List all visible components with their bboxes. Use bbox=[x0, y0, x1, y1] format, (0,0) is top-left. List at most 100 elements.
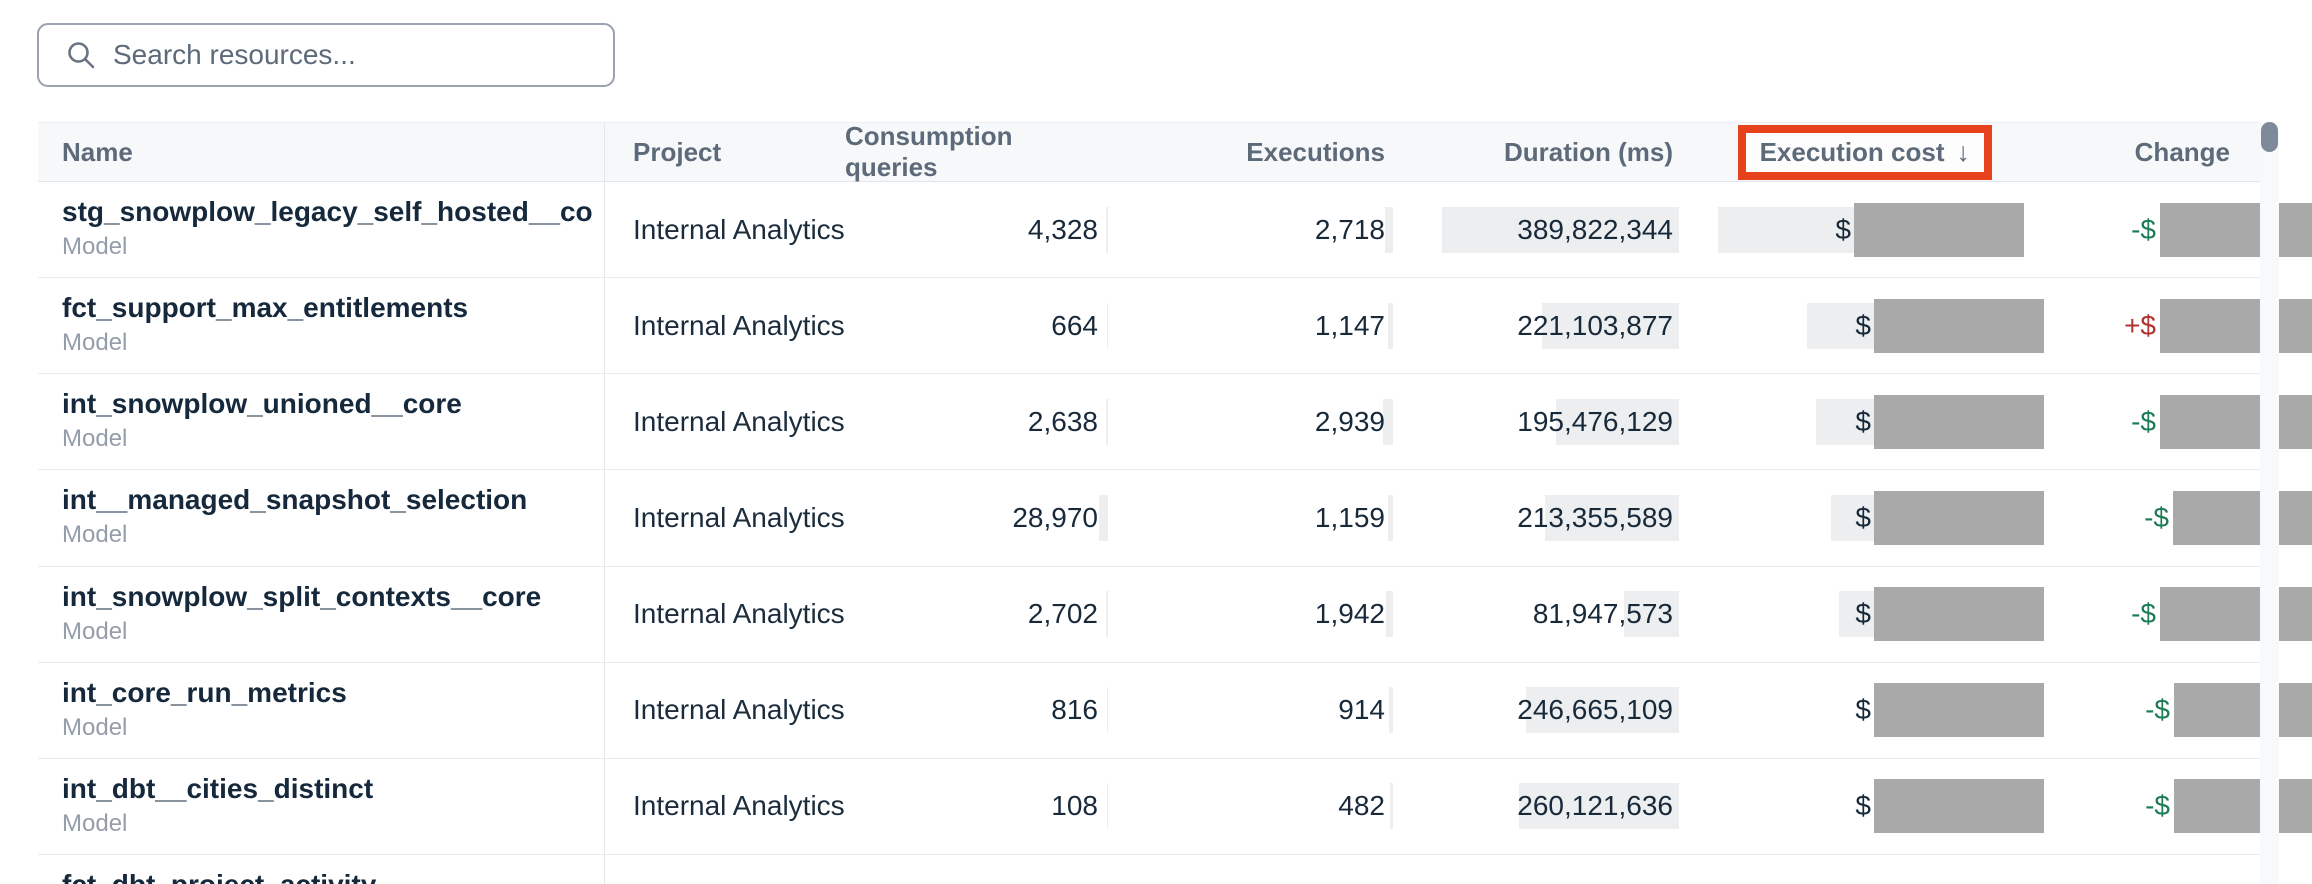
cost-bar: $ bbox=[1807, 302, 1874, 349]
resource-type: Model bbox=[62, 713, 128, 741]
table-row[interactable]: int__managed_snapshot_selection Model In… bbox=[38, 470, 2312, 567]
resource-name[interactable]: int_snowplow_unioned__core bbox=[62, 388, 462, 420]
resource-name[interactable]: stg_snowplow_legacy_self_hosted__cor... bbox=[62, 196, 594, 227]
table-row[interactable]: fct_support_max_entitlements Model Inter… bbox=[38, 278, 2312, 375]
duration-bar bbox=[1624, 591, 1679, 638]
executions-bar bbox=[1389, 687, 1393, 734]
consumption-queries-cell: 4,328 bbox=[845, 182, 1110, 277]
resource-name-cell[interactable]: int_snowplow_split_contexts__core Model bbox=[38, 566, 605, 662]
resource-type: Model bbox=[62, 329, 128, 357]
project-cell bbox=[605, 855, 845, 884]
executions-bar bbox=[1390, 783, 1393, 830]
change-cell: -$ bbox=[2045, 663, 2312, 758]
resource-name-cell[interactable]: int_dbt__cities_distinct Model bbox=[38, 758, 605, 854]
duration-cell: 213,355,589 bbox=[1395, 470, 1685, 565]
execution-cost-cell: $ bbox=[1685, 374, 2045, 469]
cost-bar: $ bbox=[1850, 783, 1874, 829]
executions-cell: 482 bbox=[1110, 759, 1395, 854]
resource-name-cell[interactable]: fct_dbt_project_activity bbox=[38, 854, 605, 884]
redacted-cost-value bbox=[1874, 394, 2044, 449]
redacted-cost-value bbox=[1874, 779, 2044, 834]
change-cell: -$ bbox=[2045, 182, 2312, 277]
executions-cell: 1,159 bbox=[1110, 470, 1395, 565]
change-cell: -$ bbox=[2045, 759, 2312, 854]
execution-cost-cell: $ bbox=[1685, 759, 2045, 854]
search-box[interactable] bbox=[37, 23, 615, 87]
duration-cell bbox=[1395, 855, 1685, 884]
executions-cell: 1,147 bbox=[1110, 278, 1395, 373]
executions-bar bbox=[1388, 494, 1393, 541]
scrollbar-track[interactable] bbox=[2260, 122, 2279, 884]
resource-type: Model bbox=[62, 809, 128, 837]
consumption-queries-cell: 816 bbox=[845, 663, 1110, 758]
consumption-bar bbox=[1107, 687, 1108, 734]
resource-type: Model bbox=[62, 425, 128, 453]
project-cell: Internal Analytics bbox=[633, 598, 845, 630]
redacted-change-value bbox=[2160, 298, 2312, 353]
redacted-cost-value bbox=[1874, 490, 2044, 545]
resource-name-cell[interactable]: int_core_run_metrics Model bbox=[38, 662, 605, 758]
project-cell: Internal Analytics bbox=[633, 790, 845, 822]
resource-name[interactable]: fct_support_max_entitlements bbox=[62, 292, 469, 324]
change-cell bbox=[2045, 855, 2260, 884]
table-row[interactable]: int_snowplow_split_contexts__core Model … bbox=[38, 566, 2312, 663]
consumption-queries-cell: 28,970 bbox=[845, 470, 1110, 565]
consumption-queries-cell: 108 bbox=[845, 759, 1110, 854]
column-header-consumption-queries[interactable]: Consumption queries bbox=[845, 121, 1013, 182]
table-row[interactable]: int_core_run_metrics Model Internal Anal… bbox=[38, 662, 2312, 759]
change-cell: +$ bbox=[2045, 278, 2312, 373]
cost-bar: $ bbox=[1850, 687, 1874, 733]
dollar-prefix: $ bbox=[1855, 405, 1871, 437]
resource-name-cell[interactable]: stg_snowplow_legacy_self_hosted__cor... … bbox=[38, 182, 605, 278]
table-row[interactable]: stg_snowplow_legacy_self_hosted__cor... … bbox=[38, 182, 2312, 279]
executions-bar bbox=[1386, 591, 1393, 638]
redacted-change-value bbox=[2174, 779, 2312, 834]
resource-type: Model bbox=[62, 617, 128, 645]
duration-cell: 221,103,877 bbox=[1395, 278, 1685, 373]
redacted-cost-value bbox=[1854, 202, 2024, 257]
resource-name[interactable]: int__managed_snapshot_selection bbox=[62, 484, 528, 516]
resource-name[interactable]: fct_dbt_project_activity bbox=[62, 869, 594, 884]
column-header-executions[interactable]: Executions bbox=[1246, 136, 1385, 167]
resource-name[interactable]: int_snowplow_split_contexts__core bbox=[62, 580, 542, 612]
table-row[interactable]: int_snowplow_unioned__core Model Interna… bbox=[38, 374, 2312, 471]
resource-name-cell[interactable]: int_snowplow_unioned__core Model bbox=[38, 374, 605, 470]
sort-desc-arrow-icon[interactable]: ↓ bbox=[1956, 136, 1971, 167]
resource-name[interactable]: int_dbt__cities_distinct bbox=[62, 772, 374, 804]
consumption-queries-cell: 2,702 bbox=[845, 567, 1110, 662]
duration-cell: 389,822,344 bbox=[1395, 182, 1685, 277]
resource-name-cell[interactable]: int__managed_snapshot_selection Model bbox=[38, 470, 605, 566]
column-header-execution-cost[interactable]: Execution cost ↓ bbox=[1685, 123, 2045, 181]
dollar-prefix: $ bbox=[1855, 501, 1871, 533]
change-sign: -$ bbox=[2145, 790, 2170, 822]
search-input[interactable] bbox=[113, 39, 593, 71]
redacted-change-value bbox=[2160, 587, 2312, 642]
change-sign: -$ bbox=[2144, 501, 2169, 533]
resource-name[interactable]: int_core_run_metrics bbox=[62, 676, 347, 708]
cost-bar: $ bbox=[1839, 591, 1874, 638]
table-row[interactable]: int_dbt__cities_distinct Model Internal … bbox=[38, 758, 2312, 855]
column-header-change[interactable]: Change bbox=[2134, 136, 2230, 167]
change-sign: -$ bbox=[2145, 694, 2170, 726]
column-header-project[interactable]: Project bbox=[633, 136, 722, 167]
duration-cell: 195,476,129 bbox=[1395, 374, 1685, 469]
resource-type: Model bbox=[62, 521, 128, 549]
resource-name-cell[interactable]: fct_support_max_entitlements Model bbox=[38, 278, 605, 374]
executions-cell: 2,718 bbox=[1110, 182, 1395, 277]
dollar-prefix: $ bbox=[1835, 213, 1851, 245]
executions-bar bbox=[1385, 206, 1393, 253]
dollar-prefix: $ bbox=[1855, 694, 1871, 726]
change-cell: -$ bbox=[2045, 374, 2312, 469]
consumption-bar bbox=[1107, 783, 1108, 830]
column-header-duration[interactable]: Duration (ms) bbox=[1504, 136, 1673, 167]
column-header-execution-cost-label: Execution cost bbox=[1759, 136, 1945, 167]
column-header-name[interactable]: Name bbox=[38, 123, 605, 181]
duration-bar bbox=[1556, 398, 1679, 445]
table-row[interactable]: fct_dbt_project_activity bbox=[38, 854, 2260, 884]
consumption-queries-cell: 664 bbox=[845, 278, 1110, 373]
cost-bar: $ bbox=[1831, 494, 1874, 541]
project-cell: Internal Analytics bbox=[633, 309, 845, 341]
change-cell: -$ bbox=[2045, 567, 2312, 662]
scrollbar-thumb[interactable] bbox=[2261, 122, 2278, 152]
redacted-change-value bbox=[2173, 490, 2312, 545]
